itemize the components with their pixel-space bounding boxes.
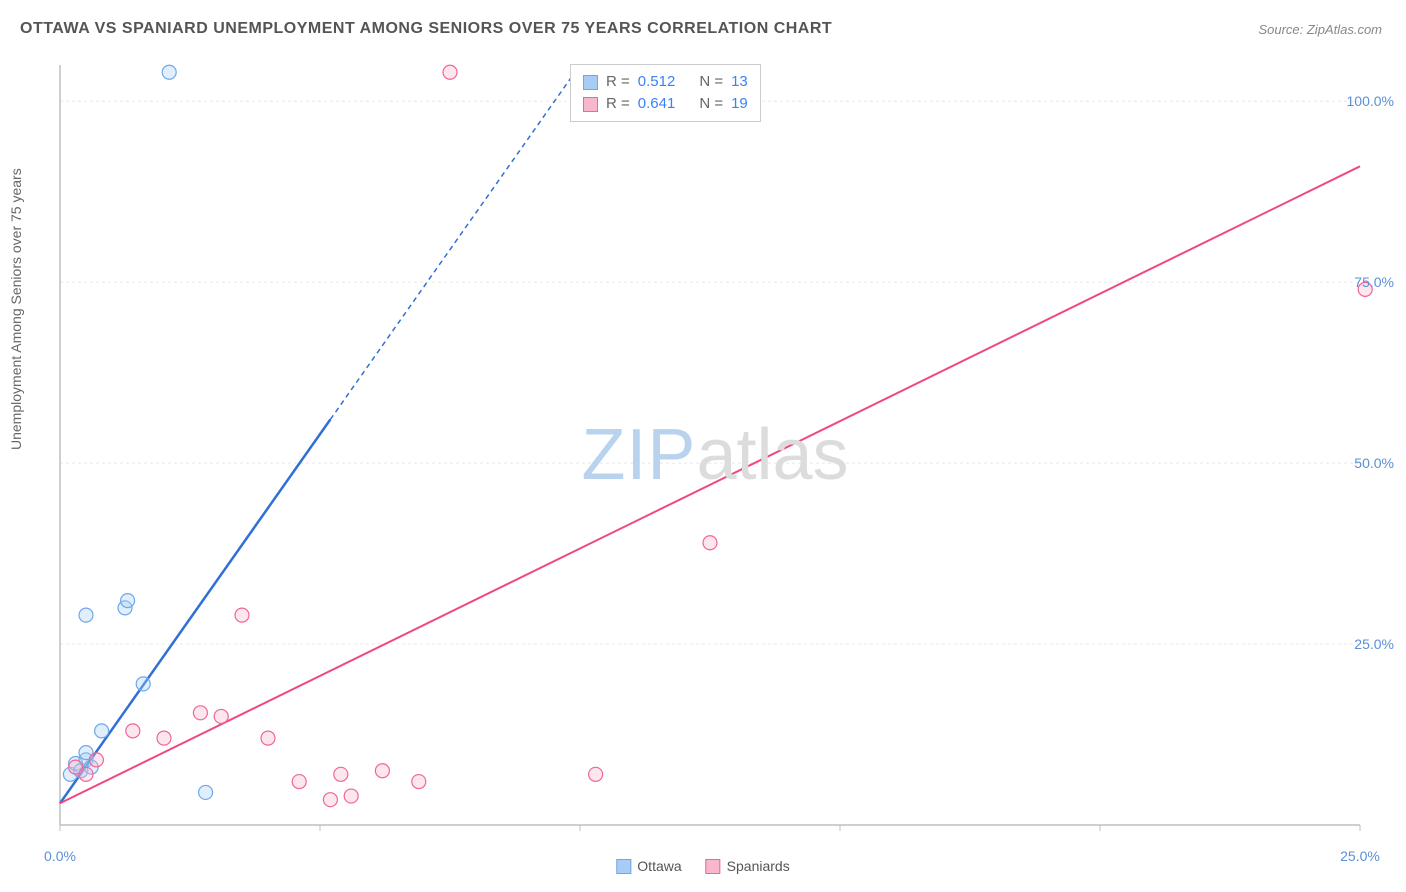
legend: Ottawa Spaniards	[616, 858, 789, 874]
stats-r-value: 0.641	[638, 93, 676, 115]
y-axis-label: Unemployment Among Seniors over 75 years	[8, 168, 24, 450]
y-tick-label: 50.0%	[1354, 455, 1394, 471]
stats-box: R = 0.512 N = 13 R = 0.641 N = 19	[570, 64, 761, 122]
stats-swatch-spaniards	[583, 97, 598, 112]
source-label: Source: ZipAtlas.com	[1258, 22, 1382, 37]
stats-swatch-ottawa	[583, 75, 598, 90]
stats-row-spaniards: R = 0.641 N = 19	[583, 93, 748, 115]
legend-label: Spaniards	[727, 858, 790, 874]
x-tick-label: 25.0%	[1340, 848, 1380, 864]
stats-n-value: 13	[731, 71, 748, 93]
stats-r-value: 0.512	[638, 71, 676, 93]
y-tick-label: 100.0%	[1347, 93, 1394, 109]
y-tick-label: 75.0%	[1354, 274, 1394, 290]
legend-item-ottawa: Ottawa	[616, 858, 681, 874]
stats-n-value: 19	[731, 93, 748, 115]
legend-swatch-ottawa	[616, 859, 631, 874]
stats-r-label: R =	[606, 93, 630, 115]
x-tick-label: 0.0%	[44, 848, 76, 864]
stats-n-label: N =	[699, 93, 723, 115]
stats-n-label: N =	[699, 71, 723, 93]
scatter-chart-svg	[50, 60, 1380, 850]
chart-title: OTTAWA VS SPANIARD UNEMPLOYMENT AMONG SE…	[20, 20, 832, 38]
y-tick-label: 25.0%	[1354, 636, 1394, 652]
legend-label: Ottawa	[637, 858, 681, 874]
stats-row-ottawa: R = 0.512 N = 13	[583, 71, 748, 93]
legend-swatch-spaniards	[706, 859, 721, 874]
stats-r-label: R =	[606, 71, 630, 93]
chart-area: ZIPatlas	[50, 60, 1380, 850]
legend-item-spaniards: Spaniards	[706, 858, 790, 874]
